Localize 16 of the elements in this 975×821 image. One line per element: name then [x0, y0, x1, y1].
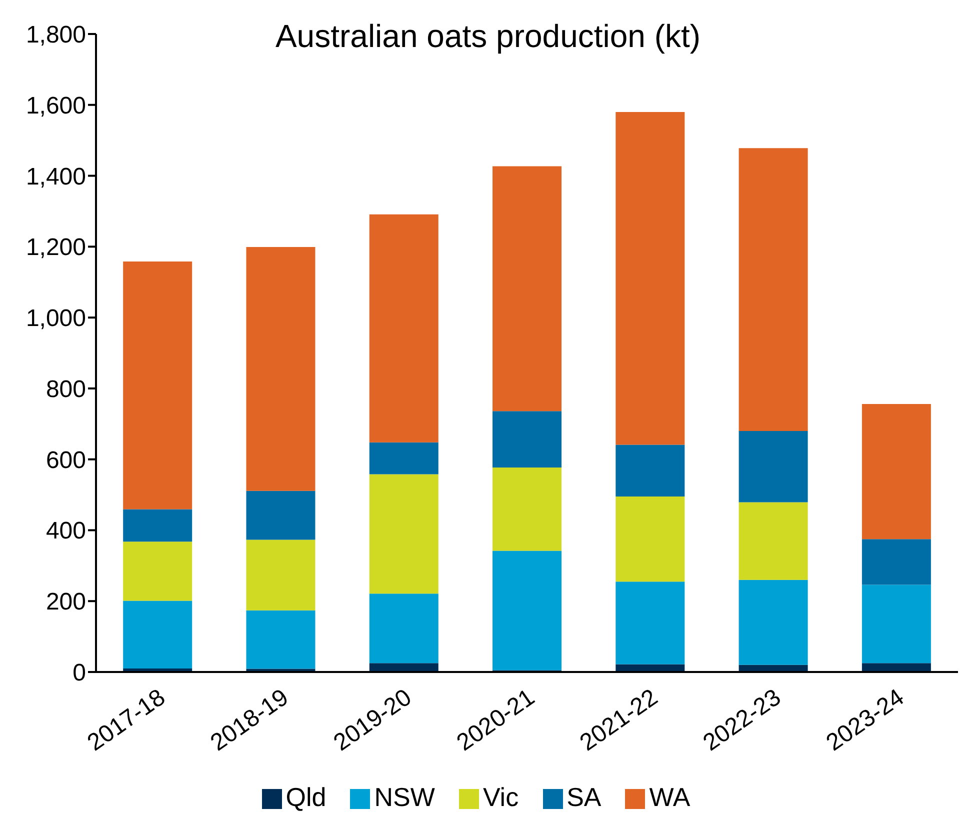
y-tick-label: 1,400	[26, 163, 86, 190]
y-tick-label: 1,600	[26, 92, 86, 120]
legend-label: WA	[649, 782, 690, 812]
chart-title: Australian oats production (kt)	[275, 18, 701, 54]
y-tick-label: 800	[46, 376, 86, 403]
legend-label: Qld	[286, 782, 326, 812]
y-tick-label: 1,800	[26, 22, 86, 49]
legend-label: NSW	[374, 782, 435, 812]
legend-label: Vic	[482, 782, 519, 812]
y-tick-label: 1,000	[26, 305, 86, 332]
y-tick-label: 200	[46, 588, 86, 616]
y-tick-label: 400	[46, 518, 86, 545]
legend-label: SA	[566, 782, 602, 812]
y-tick-label: 600	[46, 446, 86, 474]
y-tick-label: 0	[72, 660, 86, 687]
y-tick-label: 1,200	[26, 234, 86, 262]
